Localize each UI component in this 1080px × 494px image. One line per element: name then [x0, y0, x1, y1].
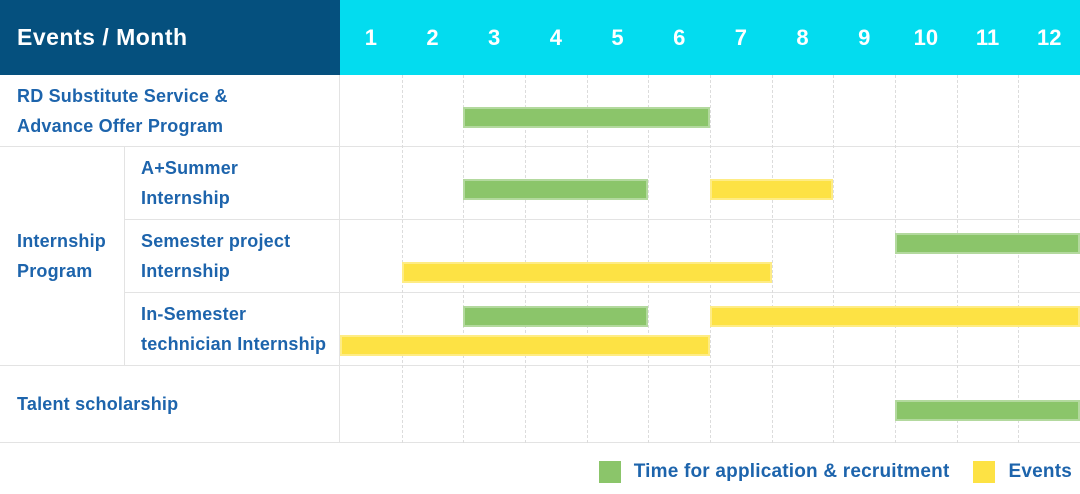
group-label: Internship Program — [0, 147, 125, 366]
chart-body: RD Substitute Service & Advance Offer Pr… — [0, 75, 1080, 443]
application-bar — [895, 400, 1080, 421]
table-row: In-Semester technician Internship — [125, 293, 1080, 366]
month-label-7: 7 — [734, 24, 747, 50]
row-label: A+Summer Internship — [125, 147, 340, 219]
application-bar — [463, 107, 710, 128]
row-chart-area — [340, 220, 1080, 292]
table-row: A+Summer Internship — [125, 147, 1080, 220]
group-subrows: A+Summer Internship Semester project Inte… — [125, 147, 1080, 366]
application-swatch — [598, 461, 621, 483]
row-label: RD Substitute Service & Advance Offer Pr… — [0, 75, 340, 146]
legend-item-label: Events — [1008, 461, 1072, 482]
month-label-5: 5 — [611, 24, 624, 50]
legend-item: Events — [973, 461, 1072, 483]
legend-item: Time for application & recruitment — [598, 461, 950, 483]
event-bar — [710, 306, 1080, 327]
month-label-6: 6 — [673, 24, 686, 50]
legend-item-label: Time for application & recruitment — [633, 461, 950, 482]
application-bar — [895, 233, 1080, 254]
month-label-10: 10 — [913, 24, 939, 50]
month-label-9: 9 — [858, 24, 871, 50]
row-group: Internship Program A+Summer Internship Sem… — [0, 147, 1080, 366]
event-bar — [401, 262, 772, 283]
row-chart-area — [340, 366, 1080, 442]
row-label: Semester project Internship — [125, 220, 340, 292]
row-chart-area — [340, 293, 1080, 365]
table-row: Talent scholarship — [0, 366, 1080, 443]
corner-header: Events / Month — [0, 0, 340, 75]
month-header-strip: 1 2 3 4 5 6 7 8 9 10 11 12 — [340, 0, 1080, 75]
month-label-3: 3 — [488, 24, 501, 50]
event-bar — [340, 335, 710, 356]
month-label-8: 8 — [796, 24, 809, 50]
row-label: Talent scholarship — [0, 366, 340, 442]
table-row: Semester project Internship — [125, 220, 1080, 293]
event-bar — [710, 179, 834, 200]
application-bar — [463, 306, 649, 327]
application-bar — [463, 179, 649, 200]
month-label-12: 12 — [1036, 24, 1062, 50]
month-label-2: 2 — [426, 24, 439, 50]
month-label-11: 11 — [975, 24, 1000, 50]
row-label: In-Semester technician Internship — [125, 293, 340, 365]
row-chart-area — [340, 147, 1080, 219]
month-label-1: 1 — [364, 24, 377, 50]
table-row: RD Substitute Service & Advance Offer Pr… — [0, 75, 1080, 147]
chart-header: Events / Month 1 2 3 4 5 6 7 8 9 10 11 12 — [0, 0, 1080, 75]
month-label-4: 4 — [549, 24, 562, 50]
legend: Time for application & recruitment Events — [598, 461, 1072, 483]
row-chart-area — [340, 75, 1080, 146]
events-swatch — [973, 461, 996, 483]
